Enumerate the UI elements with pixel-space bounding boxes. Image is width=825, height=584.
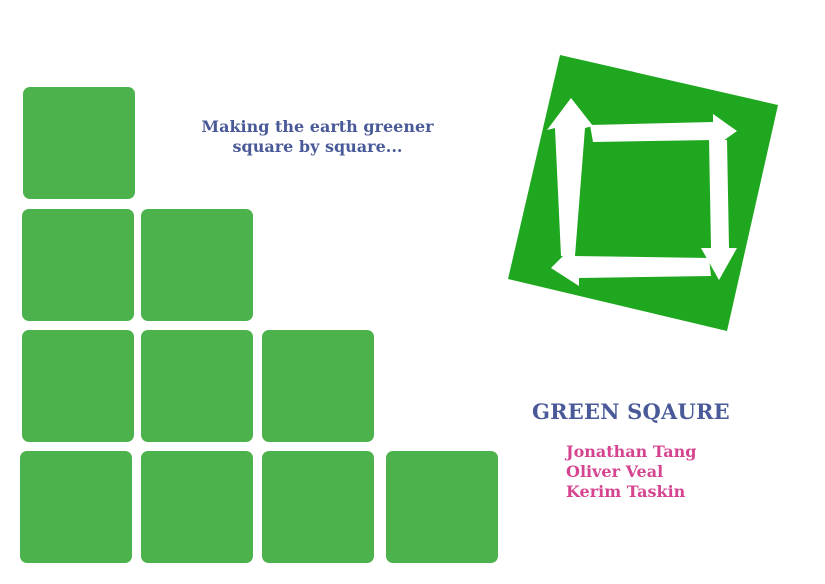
author-name: Jonathan Tang: [566, 442, 697, 461]
author-name: Oliver Veal: [566, 462, 664, 481]
tile: [23, 87, 135, 199]
brand-title: GREEN SQAURE: [532, 399, 730, 424]
tagline-line-1: Making the earth greener: [201, 117, 434, 136]
tile: [141, 451, 253, 563]
logo: [505, 52, 780, 334]
author-list: Jonathan Tang Oliver Veal Kerim Taskin: [566, 442, 696, 502]
tile: [262, 451, 374, 563]
tile: [22, 209, 134, 321]
recycle-square-icon: [508, 55, 778, 331]
tagline-line-2: square by square...: [232, 137, 403, 156]
author-name: Kerim Taskin: [566, 482, 686, 501]
tile: [262, 330, 374, 442]
tile: [141, 209, 253, 321]
tile: [20, 451, 132, 563]
tile: [141, 330, 253, 442]
tagline: Making the earth greener square by squar…: [190, 117, 445, 157]
tile: [22, 330, 134, 442]
tile: [386, 451, 498, 563]
